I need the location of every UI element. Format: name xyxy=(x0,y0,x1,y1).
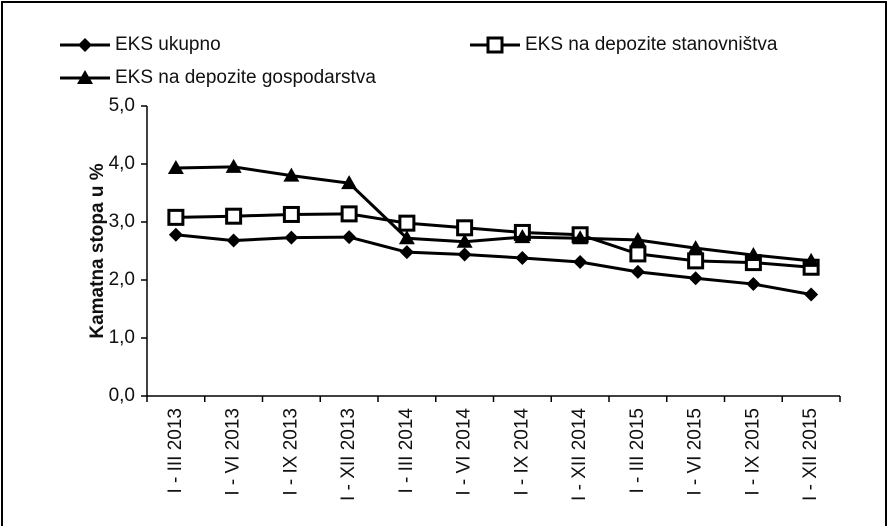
data-point xyxy=(629,245,647,263)
y-axis-title: Kamatna stopa u % xyxy=(87,163,108,338)
data-point xyxy=(456,219,474,237)
x-tick-label: I - III 2015 xyxy=(627,408,648,494)
data-point xyxy=(167,208,185,226)
y-tick-label: 3,0 xyxy=(109,211,135,232)
data-point xyxy=(340,205,358,223)
x-tick-label: I - XII 2015 xyxy=(800,408,821,501)
data-point xyxy=(687,252,705,270)
data-point xyxy=(399,245,414,260)
data-point xyxy=(804,287,819,302)
y-tick-label: 2,0 xyxy=(109,269,135,290)
data-point xyxy=(514,229,531,244)
x-tick-label: I - VI 2015 xyxy=(685,408,706,496)
y-tick-label: 1,0 xyxy=(109,327,135,348)
legend-label: EKS na depozite stanovništva xyxy=(525,34,778,55)
data-point xyxy=(687,240,704,255)
x-tick-label: I - IX 2015 xyxy=(742,408,763,496)
x-tick-label: I - VI 2013 xyxy=(223,408,244,496)
series-line xyxy=(175,233,812,296)
x-tick-label: I - III 2014 xyxy=(396,408,417,494)
data-point xyxy=(515,250,530,265)
x-tick-label: I - XII 2014 xyxy=(569,408,590,501)
series-line xyxy=(175,165,812,263)
legend-label: EKS na depozite gospodarstva xyxy=(115,67,376,88)
data-point xyxy=(573,255,588,270)
data-point xyxy=(342,230,357,245)
legend-label: EKS ukupno xyxy=(115,34,221,55)
data-point xyxy=(225,207,243,225)
legend-marker xyxy=(486,36,504,54)
data-point xyxy=(284,230,299,245)
data-point xyxy=(456,233,473,248)
data-point xyxy=(167,160,184,175)
data-point xyxy=(226,233,241,248)
data-point xyxy=(688,271,703,286)
data-point xyxy=(630,264,645,279)
data-point xyxy=(168,227,183,242)
data-point xyxy=(225,158,242,173)
x-tick-label: I - VI 2014 xyxy=(454,408,475,496)
data-point xyxy=(457,247,472,262)
data-point xyxy=(341,175,358,190)
series-line xyxy=(175,212,812,269)
data-point xyxy=(629,231,646,246)
data-point xyxy=(283,167,300,182)
x-tick-label: I - XII 2013 xyxy=(338,408,359,501)
data-point xyxy=(572,230,589,245)
data-point xyxy=(398,230,415,245)
legend-marker xyxy=(77,70,93,84)
legend-marker xyxy=(78,38,92,52)
data-point xyxy=(746,277,761,292)
y-tick-label: 5,0 xyxy=(109,95,135,116)
data-point xyxy=(282,205,300,223)
x-tick-label: I - IX 2014 xyxy=(511,408,532,496)
x-tick-label: I - IX 2013 xyxy=(280,408,301,496)
data-point xyxy=(398,214,416,232)
data-point xyxy=(745,247,762,262)
x-tick-label: I - III 2013 xyxy=(165,408,186,494)
data-point xyxy=(803,252,820,267)
y-tick-label: 4,0 xyxy=(109,153,135,174)
y-tick-label: 0,0 xyxy=(109,385,135,406)
